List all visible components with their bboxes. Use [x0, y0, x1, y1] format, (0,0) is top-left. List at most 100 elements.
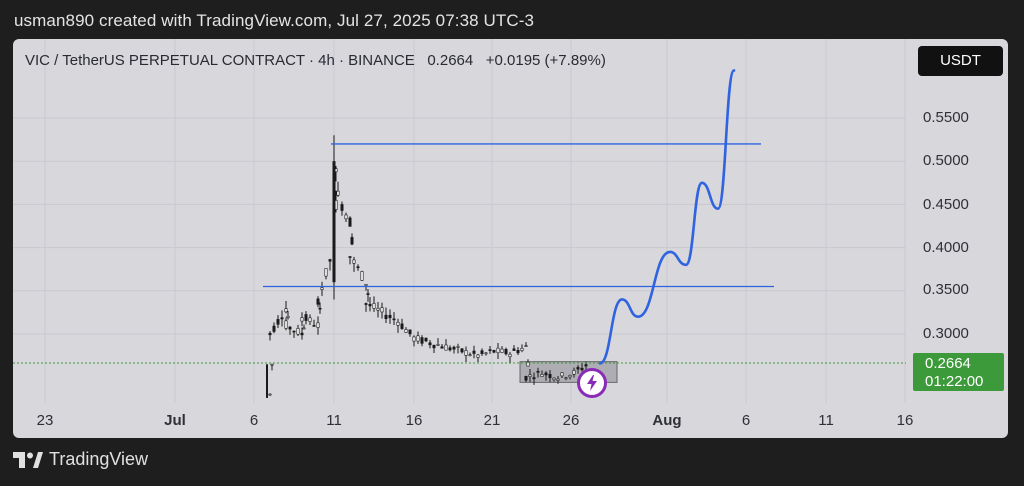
candle-body — [568, 374, 572, 378]
currency-button[interactable]: USDT — [918, 46, 1003, 76]
candle-body — [376, 307, 380, 311]
candle-body — [432, 344, 436, 349]
candle-body — [548, 374, 552, 379]
candle-body — [532, 377, 536, 380]
candle-body — [348, 217, 352, 227]
candle-body — [564, 377, 568, 380]
candle-body — [512, 348, 516, 351]
candle-body — [552, 377, 556, 381]
candle-body — [308, 317, 312, 322]
candle-body — [348, 256, 352, 258]
candle-body — [372, 303, 376, 309]
candle-body — [412, 336, 416, 342]
x-tick-label: Jul — [164, 412, 186, 429]
candle-body — [488, 349, 492, 351]
candle-body — [560, 372, 564, 377]
y-tick-label: 0.4500 — [923, 196, 969, 213]
candle-body — [528, 374, 532, 377]
candle-body — [424, 337, 428, 342]
flash-icon[interactable] — [577, 368, 607, 398]
candle-body — [272, 325, 276, 332]
x-tick-label: 23 — [36, 412, 54, 429]
candle-body — [392, 318, 396, 321]
x-tick-label: 16 — [405, 412, 423, 429]
candle-body — [292, 330, 296, 333]
price-chart[interactable] — [13, 39, 1008, 438]
candle-body — [524, 375, 528, 381]
candle-body — [268, 393, 272, 396]
candle-body — [284, 320, 288, 329]
candle-body — [468, 354, 472, 356]
y-tick-label: 0.5000 — [923, 152, 969, 169]
x-tick-label: 6 — [741, 412, 751, 429]
candle-body — [324, 268, 328, 277]
candle-body — [388, 314, 392, 319]
candle-body — [540, 374, 544, 377]
bar-countdown: 01:22:00 — [925, 373, 984, 390]
candle-body — [448, 347, 452, 351]
y-tick-label: 0.4000 — [923, 239, 969, 256]
candle-body — [400, 323, 404, 329]
candle-body — [444, 344, 448, 351]
tradingview-brand: TradingView — [49, 449, 149, 469]
candle-body — [380, 307, 384, 313]
candle-body — [496, 347, 500, 354]
candle-body — [520, 347, 524, 351]
candle-body — [452, 346, 456, 350]
candle-body — [340, 204, 344, 211]
candle-body — [508, 353, 512, 358]
candle-body — [480, 350, 484, 354]
x-tick-label: Aug — [652, 412, 682, 429]
candle-body — [556, 378, 560, 381]
last-price-tag-value: 0.2664 — [925, 355, 971, 372]
chart-credit: usman890 created with TradingView.com, J… — [14, 11, 535, 30]
candle-body — [476, 354, 480, 358]
candle-body — [456, 346, 460, 348]
y-tick-label: 0.3000 — [923, 325, 969, 342]
candle-body — [576, 367, 580, 370]
candle-body — [286, 315, 290, 318]
candle-body — [404, 329, 408, 333]
candle-body — [300, 317, 304, 322]
candle-body — [526, 361, 530, 367]
last-price-tag: 0.2664 01:22:00 — [913, 353, 1004, 391]
candle-body — [352, 259, 356, 264]
symbol-legend: VIC / TetherUS PERPETUAL CONTRACT · 4h ·… — [25, 52, 606, 69]
symbol-title: VIC / TetherUS PERPETUAL CONTRACT · 4h ·… — [25, 52, 415, 69]
candle-body — [492, 350, 496, 353]
candle-body — [296, 328, 300, 335]
x-tick-label: 21 — [483, 412, 501, 429]
candle-body — [268, 332, 272, 336]
candle-body — [516, 350, 520, 354]
candle-body — [368, 303, 372, 307]
chart-panel[interactable]: VIC / TetherUS PERPETUAL CONTRACT · 4h ·… — [13, 39, 1008, 438]
x-tick-label: 6 — [249, 412, 259, 429]
candle-body — [440, 346, 444, 349]
candle-body — [536, 370, 540, 373]
projection-path — [598, 69, 736, 365]
candle-body — [584, 364, 588, 367]
candle-body — [302, 327, 306, 330]
candle-body — [428, 342, 432, 346]
candle-body — [364, 303, 368, 305]
candle-body — [364, 283, 368, 286]
candle-body — [460, 348, 464, 353]
candle-body — [436, 344, 440, 346]
candle-body — [356, 266, 360, 269]
candle-body — [316, 322, 320, 328]
candle-body — [312, 325, 316, 327]
candle-body — [350, 237, 354, 245]
candle-body — [572, 370, 576, 375]
candle-body — [464, 350, 468, 356]
candle-body — [544, 372, 548, 376]
candle-body — [316, 298, 320, 305]
candle-body — [320, 287, 324, 290]
tradingview-logo[interactable]: TradingView — [13, 449, 148, 470]
candle-body — [344, 214, 348, 220]
candle-body — [328, 259, 332, 262]
candle-body — [276, 319, 280, 325]
candle-body — [366, 293, 370, 295]
candle-body — [336, 190, 340, 196]
candle-body — [396, 321, 400, 326]
price-change: +0.0195 (+7.89%) — [485, 52, 606, 69]
